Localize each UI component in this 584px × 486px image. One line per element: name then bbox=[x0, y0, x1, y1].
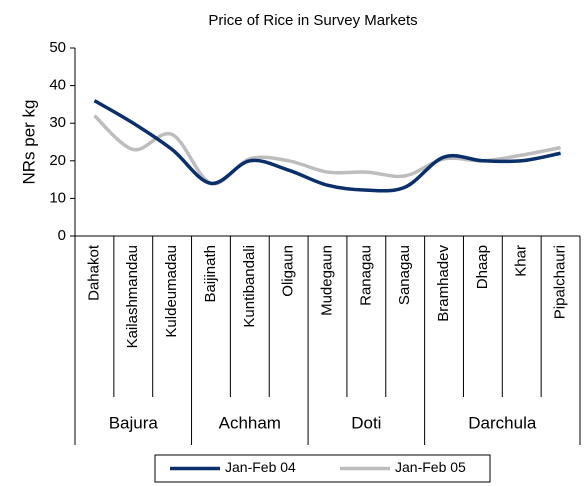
x-tick-label: Oligaun bbox=[280, 245, 297, 297]
x-tick-label: Baijinath bbox=[202, 245, 219, 303]
x-tick-label: Sanagau bbox=[396, 245, 413, 305]
group-label: Doti bbox=[351, 413, 381, 432]
x-tick-label: Kailashmandau bbox=[124, 245, 141, 348]
y-tick-label: 0 bbox=[58, 227, 66, 244]
chart-title: Price of Rice in Survey Markets bbox=[208, 12, 417, 29]
series-line bbox=[93, 114, 561, 186]
y-tick-label: 30 bbox=[49, 114, 66, 131]
y-tick-label: 10 bbox=[49, 189, 66, 206]
x-tick-label: Bramhadev bbox=[435, 245, 452, 322]
y-tick-label: 50 bbox=[49, 39, 66, 56]
x-tick-label: Kuldeumadau bbox=[163, 245, 180, 338]
legend-label: Jan-Feb 05 bbox=[395, 459, 466, 475]
x-tick-label: Ranagau bbox=[357, 245, 374, 306]
series-line bbox=[93, 99, 561, 193]
group-label: Bajura bbox=[109, 413, 159, 432]
x-tick-label: Khar bbox=[513, 245, 530, 277]
x-tick-label: Dahakot bbox=[85, 244, 102, 301]
group-label: Achham bbox=[219, 413, 281, 432]
y-tick-label: 40 bbox=[49, 77, 66, 94]
x-tick-label: Mudegaun bbox=[318, 245, 335, 316]
y-tick-label: 20 bbox=[49, 152, 66, 169]
legend-label: Jan-Feb 04 bbox=[225, 459, 296, 475]
x-tick-label: Dhaap bbox=[474, 245, 491, 289]
y-axis-label: NRs per kg bbox=[19, 99, 38, 184]
x-tick-label: Pipalchauri bbox=[552, 245, 569, 319]
group-label: Darchula bbox=[468, 413, 537, 432]
x-tick-label: Kuntibandali bbox=[241, 245, 258, 328]
